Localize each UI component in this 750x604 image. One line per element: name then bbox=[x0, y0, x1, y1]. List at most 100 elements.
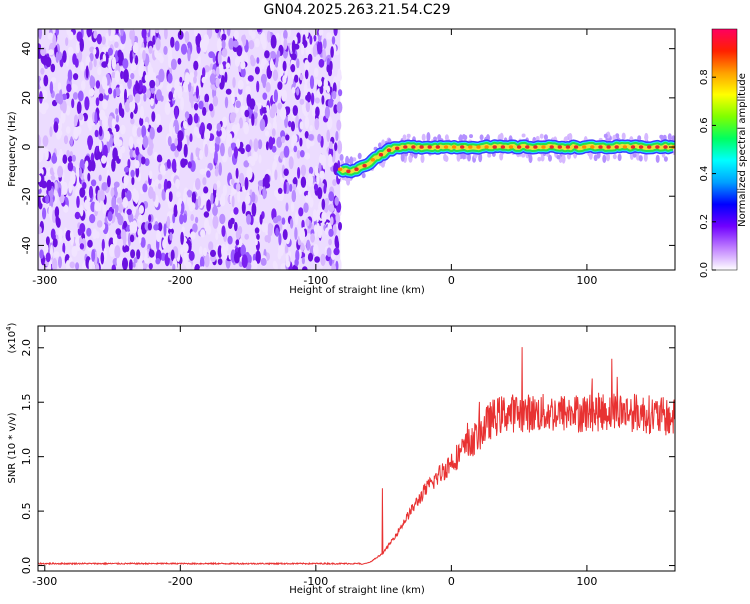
spectrogram-noise-cell bbox=[328, 153, 333, 165]
spectrogram-noise-cell bbox=[202, 67, 206, 78]
spectrogram-noise-cell bbox=[164, 101, 171, 115]
spectrogram-noise-cell bbox=[206, 199, 212, 212]
spectrogram-noise-cell bbox=[183, 120, 188, 130]
spectrogram-noise-cell bbox=[235, 138, 241, 149]
spectrogram-noise-cell bbox=[78, 236, 83, 246]
spectrogram-noise-cell bbox=[284, 116, 289, 128]
spectrogram-noise-cell bbox=[267, 222, 273, 237]
spectrogram-noise-cell bbox=[238, 225, 243, 235]
spectrogram-noise-cell bbox=[195, 85, 199, 99]
ridge-peak-cell bbox=[565, 145, 571, 149]
spectrogram-noise-cell bbox=[127, 158, 131, 169]
spectrogram-noise-cell bbox=[97, 66, 102, 76]
ridge-peak-cell bbox=[427, 145, 432, 149]
spectrogram-noise-cell bbox=[187, 47, 191, 62]
spectrogram-noise-cell bbox=[140, 237, 146, 248]
spectrogram-noise-cell bbox=[144, 74, 149, 82]
spectrogram-noise-cell bbox=[70, 170, 76, 185]
spectrogram-halo-cell bbox=[352, 157, 357, 162]
spectrogram-noise-cell bbox=[213, 183, 218, 191]
spectrogram-noise-cell bbox=[74, 211, 81, 220]
spectrogram-noise-cell bbox=[202, 106, 207, 116]
spectrogram-noise-cell bbox=[214, 168, 219, 177]
spectrogram-noise-cell bbox=[182, 242, 189, 253]
spectrogram-noise-cell bbox=[256, 80, 260, 93]
spectrogram-noise-cell bbox=[62, 154, 68, 164]
spectrogram-noise-cell bbox=[319, 107, 326, 117]
spectrogram-noise-cell bbox=[303, 83, 308, 94]
spectrogram-noise-cell bbox=[92, 228, 98, 240]
spectrogram-noise-cell bbox=[252, 151, 258, 162]
spectrogram-noise-cell bbox=[212, 53, 216, 63]
spectrogram-noise-cell bbox=[180, 43, 188, 55]
spectrogram-noise-cell bbox=[277, 187, 283, 194]
spectrogram-noise-cell bbox=[313, 67, 319, 78]
spectrogram-noise-cell bbox=[314, 97, 320, 104]
spectrogram-noise-cell bbox=[87, 135, 94, 148]
spectrogram-halo-cell bbox=[467, 153, 471, 162]
spectrogram-noise-cell bbox=[90, 179, 97, 187]
spectrogram-noise-cell bbox=[51, 154, 58, 164]
spectrogram-noise-cell bbox=[208, 103, 214, 112]
spectrogram-noise-cell bbox=[162, 239, 167, 249]
spectrogram-noise-cell bbox=[189, 133, 193, 143]
spectrogram-noise-cell bbox=[240, 180, 245, 188]
spectrogram-noise-cell bbox=[156, 52, 163, 61]
spectrogram-noise-cell bbox=[228, 37, 234, 50]
spectrogram-noise-cell bbox=[168, 191, 173, 203]
spectrogram-noise-cell bbox=[195, 178, 201, 190]
spectrogram-noise-cell bbox=[283, 29, 288, 40]
spectrogram-noise-cell bbox=[204, 128, 211, 142]
spectrogram-noise-cell bbox=[79, 187, 86, 198]
spectrogram-noise-cell bbox=[170, 36, 175, 48]
spectrogram-noise-cell bbox=[262, 92, 268, 100]
spectrogram-noise-cell bbox=[208, 140, 215, 154]
spectrogram-noise-cell bbox=[215, 232, 219, 241]
spectrogram-noise-cell bbox=[305, 195, 309, 203]
spectrogram-noise-cell bbox=[57, 82, 62, 91]
spectrogram-noise-cell bbox=[132, 125, 138, 137]
spectrogram-noise-cell bbox=[218, 162, 222, 176]
spectrogram-noise-cell bbox=[68, 31, 74, 41]
spectrogram-halo-cell bbox=[378, 142, 382, 148]
spectrogram-noise-cell bbox=[115, 29, 119, 34]
spectrogram-halo-cell bbox=[655, 154, 660, 163]
spectrogram-noise-cell bbox=[105, 32, 109, 46]
spectrogram-noise-cell bbox=[260, 257, 267, 266]
spectrogram-noise-cell bbox=[287, 120, 292, 128]
spectrogram-noise-cell bbox=[148, 186, 154, 199]
snr-xtick-label: 100 bbox=[576, 575, 597, 588]
colorbar-tick-label: 0.4 bbox=[699, 166, 710, 182]
spectrogram-noise-cell bbox=[298, 207, 304, 217]
spectrogram-noise-cell bbox=[285, 202, 289, 212]
spectrogram-noise-cell bbox=[137, 214, 143, 223]
spectrogram-noise-cell bbox=[59, 149, 63, 162]
spectrogram-noise-cell bbox=[262, 186, 267, 200]
spectrogram-noise-cell bbox=[316, 222, 320, 233]
spectrogram-noise-cell bbox=[285, 134, 290, 141]
spectrogram-noise-cell bbox=[226, 29, 231, 37]
spectrogram-noise-cell bbox=[284, 244, 289, 255]
spectrogram-noise-cell bbox=[236, 45, 243, 57]
spectrogram-noise-cell bbox=[86, 227, 92, 237]
spectrogram-halo-cell bbox=[568, 133, 573, 141]
spectrogram-noise-cell bbox=[168, 91, 173, 101]
spectrogram-noise-cell bbox=[180, 231, 184, 245]
spectrogram-noise-cell bbox=[107, 211, 113, 222]
ridge-peak-cell bbox=[573, 145, 579, 149]
spectrogram-noise-cell bbox=[138, 205, 144, 214]
spectrogram-noise-cell bbox=[53, 251, 60, 258]
spectrogram-noise-cell bbox=[134, 160, 140, 169]
spectrogram-noise-cell bbox=[324, 198, 330, 205]
spectrogram-noise-cell bbox=[54, 206, 60, 219]
spectrogram-halo-cell bbox=[421, 133, 426, 142]
ridge-peak-cell bbox=[411, 145, 416, 149]
spectrogram-noise-cell bbox=[216, 38, 223, 52]
svg-text:(x104): (x104) bbox=[5, 322, 18, 353]
spectrogram-noise-cell bbox=[120, 108, 125, 118]
spectrogram-noise-cell bbox=[314, 166, 319, 176]
spectrogram-noise-cell bbox=[159, 163, 166, 175]
spectrogram-noise-cell bbox=[283, 180, 287, 194]
spectrogram-noise-cell bbox=[274, 262, 278, 270]
spectrogram-noise-cell bbox=[113, 133, 120, 146]
